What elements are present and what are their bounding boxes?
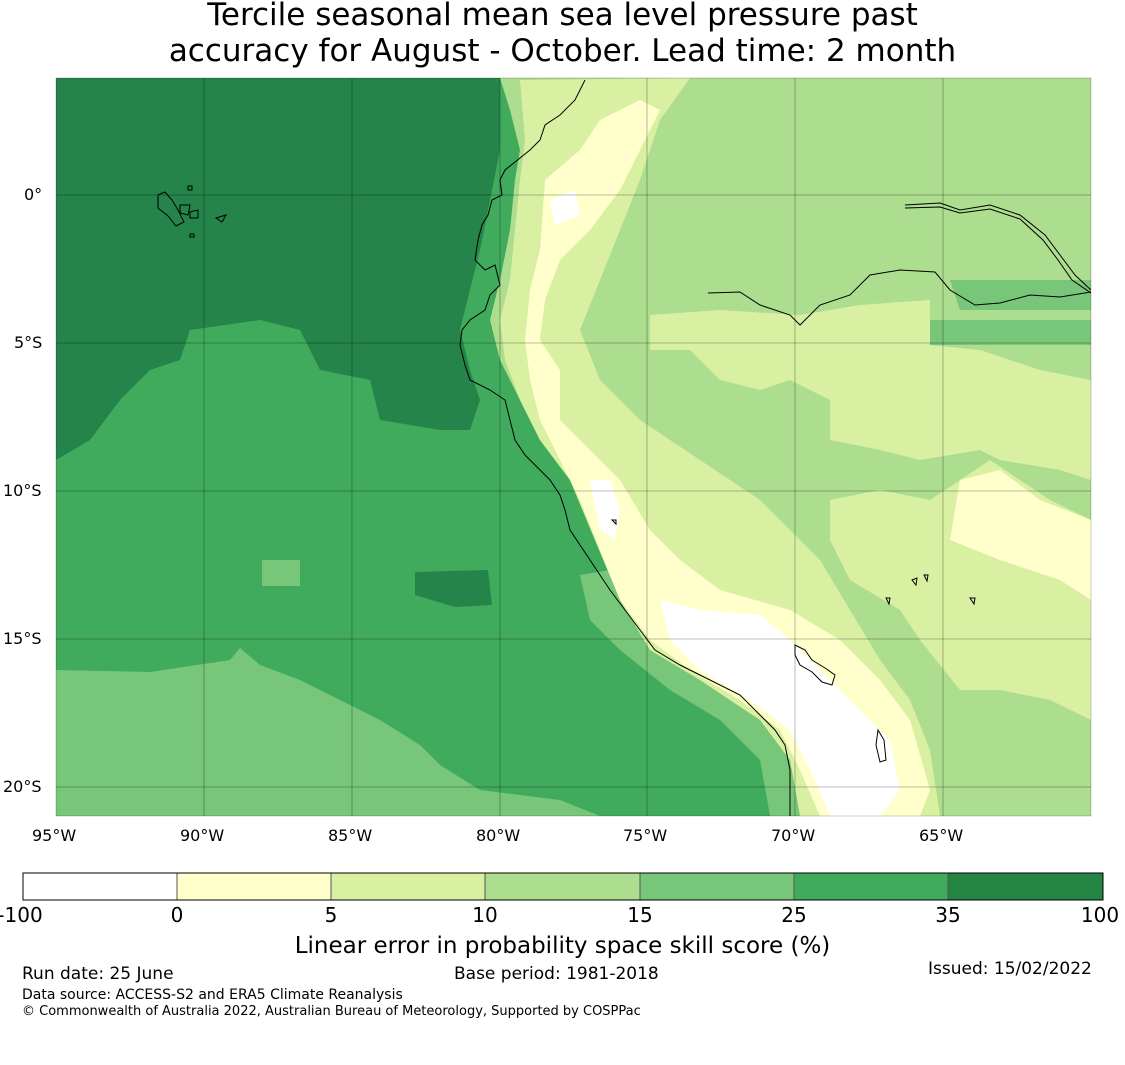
lat-label-0: 0° bbox=[24, 185, 43, 204]
land-mid-zone bbox=[650, 300, 1091, 480]
lon-label-85w: 85°W bbox=[328, 826, 373, 845]
lat-label-15s: 15°S bbox=[3, 629, 42, 648]
graticule bbox=[56, 78, 1091, 816]
land-low-east bbox=[950, 470, 1091, 600]
colorbar-tick-5: 15 bbox=[627, 903, 653, 927]
base-period: Base period: 1981-2018 bbox=[454, 964, 659, 984]
colorbar-tick-7: 35 bbox=[935, 903, 961, 927]
colorbar-tick-3: 5 bbox=[324, 903, 338, 927]
coastline bbox=[459, 79, 791, 816]
colorbar-label: Linear error in probability space skill … bbox=[294, 933, 831, 959]
chart-title-line-2: accuracy for August - October. Lead time… bbox=[168, 33, 957, 69]
colorbar-bin-1 bbox=[23, 873, 177, 900]
lon-label-80w: 80°W bbox=[476, 826, 521, 845]
run-date: Run date: 25 June bbox=[22, 964, 174, 984]
colorbar-tick-6: 25 bbox=[781, 903, 807, 927]
colorbar-bin-4 bbox=[485, 873, 640, 900]
land-mid-east2 bbox=[950, 280, 1091, 310]
data-source: Data source: ACCESS-S2 and ERA5 Climate … bbox=[22, 987, 403, 1003]
andes-mid-band bbox=[500, 78, 940, 816]
colorbar-tick-8: 100 bbox=[1080, 903, 1120, 927]
lon-label-65w: 65°W bbox=[919, 826, 964, 845]
galapagos-islands bbox=[157, 185, 228, 238]
colorbar-bin-6 bbox=[794, 873, 948, 900]
lon-label-90w: 90°W bbox=[180, 826, 225, 845]
colorbar-tick-2: 0 bbox=[170, 903, 184, 927]
lat-label-5s: 5°S bbox=[14, 333, 43, 352]
colorbar-bin-7 bbox=[948, 873, 1103, 900]
map-frame bbox=[55, 77, 1092, 817]
andes-min-north2 bbox=[550, 190, 580, 225]
chart-title-line-1: Tercile seasonal mean sea level pressure… bbox=[207, 0, 918, 33]
andes-low-band bbox=[525, 100, 930, 816]
skill-field bbox=[56, 78, 1091, 816]
colorbar-tick-4: 10 bbox=[472, 903, 498, 927]
land-mid-east bbox=[930, 320, 1091, 345]
lake-titicaca bbox=[794, 644, 836, 686]
ocean-light-patch bbox=[262, 560, 300, 586]
colorbar-bin-3 bbox=[331, 873, 485, 900]
andes-min-north bbox=[590, 480, 620, 540]
coastal-strip bbox=[580, 570, 800, 816]
issued-date: Issued: 15/02/2022 bbox=[928, 959, 1092, 979]
colorbar-bin-5 bbox=[640, 873, 794, 900]
colorbar bbox=[22, 872, 1104, 901]
colorbar-tick-1: -100 bbox=[0, 903, 43, 927]
lon-label-70w: 70°W bbox=[771, 826, 816, 845]
colorbar-bin-2 bbox=[177, 873, 331, 900]
amazon-river bbox=[707, 202, 1091, 326]
andes-min-zone bbox=[660, 600, 900, 816]
lat-label-20s: 20°S bbox=[3, 777, 42, 796]
copyright: © Commonwealth of Australia 2022, Austra… bbox=[22, 1004, 641, 1019]
lat-label-10s: 10°S bbox=[3, 481, 42, 500]
lon-label-75w: 75°W bbox=[623, 826, 668, 845]
ocean-dark-zone bbox=[56, 78, 500, 460]
ocean-south-zone bbox=[56, 648, 600, 816]
small-lakes bbox=[610, 519, 976, 763]
ocean-dark-patch bbox=[415, 570, 492, 607]
lon-label-95w: 95°W bbox=[32, 826, 77, 845]
